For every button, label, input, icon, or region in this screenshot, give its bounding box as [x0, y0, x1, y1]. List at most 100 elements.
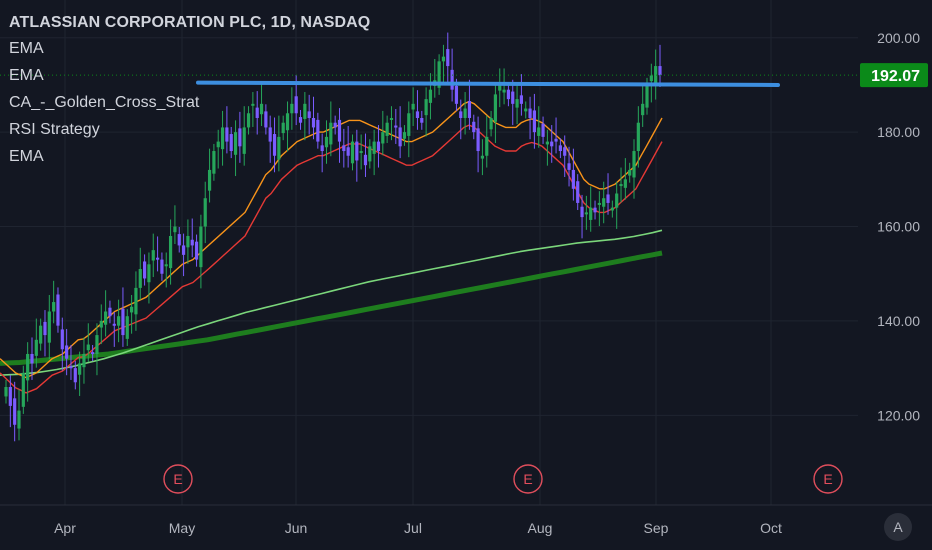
candle-body — [376, 141, 381, 152]
trendline[interactable] — [196, 80, 780, 87]
candle-body — [623, 179, 627, 188]
candle-body — [229, 134, 233, 152]
indicator-label[interactable]: EMA — [9, 67, 44, 84]
candle-body — [649, 75, 653, 82]
earnings-marker[interactable] — [813, 464, 843, 494]
candle-body — [420, 117, 424, 123]
candle-body — [233, 132, 238, 155]
candle-body — [168, 235, 173, 269]
indicator-label[interactable]: EMA — [9, 148, 44, 165]
candle-body — [567, 163, 571, 170]
candle-body — [242, 127, 246, 154]
time-tick-label: May — [169, 520, 195, 536]
candle-body — [259, 103, 264, 115]
candle-body — [658, 66, 662, 76]
earnings-label: E — [173, 471, 182, 487]
candle-body — [194, 241, 199, 260]
candle-body — [636, 122, 640, 152]
candle-body — [441, 56, 446, 62]
price-tick-label: 140.00 — [877, 313, 920, 329]
candle-body — [73, 368, 77, 383]
candle-body — [506, 89, 511, 100]
candle-body — [628, 169, 632, 176]
candle-body — [602, 198, 606, 207]
candle-body — [238, 128, 242, 147]
ema-slow-line — [0, 229, 663, 376]
candle-body — [125, 316, 129, 339]
candle-body — [117, 316, 121, 326]
ema-long-line — [0, 250, 663, 366]
candle-body — [298, 117, 303, 123]
price-tick-label: 180.00 — [877, 124, 920, 140]
price-tick-label: 200.00 — [877, 30, 920, 46]
earnings-marker[interactable] — [163, 464, 193, 494]
candle-body — [450, 69, 454, 90]
candle-body — [43, 321, 47, 336]
candle-body — [99, 320, 103, 328]
candle-body — [225, 127, 229, 142]
candle-body — [545, 141, 549, 145]
candle-body — [446, 49, 450, 67]
candle-body — [389, 117, 394, 120]
price-tick-label: 160.00 — [877, 219, 920, 235]
candle-body — [164, 264, 168, 267]
candle-body — [589, 207, 593, 220]
candle-body — [346, 147, 350, 156]
candle-body — [316, 119, 320, 142]
candle-body — [121, 308, 125, 336]
candle-body — [268, 127, 272, 142]
candle-body — [69, 366, 73, 369]
time-tick-label: Jun — [285, 520, 308, 536]
candle-body — [186, 235, 190, 248]
candle-body — [21, 372, 25, 407]
candle-body — [580, 206, 584, 218]
candle-body — [428, 89, 433, 103]
candle-body — [437, 61, 441, 88]
candle-body — [281, 122, 285, 134]
candle-body — [593, 207, 597, 213]
indicator-label[interactable]: EMA — [9, 40, 44, 57]
candle-body — [645, 84, 649, 108]
resistance-trendline[interactable] — [196, 80, 780, 87]
candle-body — [160, 259, 164, 274]
candle-body — [402, 132, 407, 139]
candle-body — [47, 311, 51, 343]
last-price-label: 192.07 — [871, 68, 920, 85]
candle-body — [576, 181, 580, 203]
candle-body — [558, 145, 562, 152]
candle-body — [372, 141, 376, 154]
candle-body — [398, 127, 402, 147]
last-price-badge[interactable] — [860, 63, 928, 88]
indicator-label[interactable]: CA_-_Golden_Cross_Strat — [9, 94, 200, 111]
indicator-label[interactable]: RSI Strategy — [9, 121, 100, 138]
candle-body — [615, 193, 619, 208]
auto-scale-button[interactable]: A — [884, 513, 912, 541]
candle-body — [424, 99, 428, 116]
candle-body — [285, 113, 290, 131]
candle-body — [476, 128, 480, 152]
time-tick-label: Apr — [54, 520, 76, 536]
candle-body — [337, 119, 342, 142]
candle-body — [78, 363, 82, 375]
candle-body — [277, 136, 281, 160]
candle-body — [104, 311, 108, 325]
candle-body — [290, 103, 294, 114]
candle-body — [294, 96, 298, 114]
candle-body — [255, 107, 259, 118]
time-tick-label: Jul — [404, 520, 422, 536]
earnings-marker[interactable] — [513, 464, 543, 494]
candle-body — [26, 353, 30, 381]
candle-body — [177, 234, 181, 246]
candle-body — [563, 147, 567, 156]
candle-body — [173, 226, 177, 233]
candle-body — [342, 145, 346, 152]
candle-body — [264, 111, 268, 128]
price-axis[interactable]: 200.00 180.00 160.00 140.00 120.00 192.07 — [0, 30, 928, 424]
candlestick-series — [4, 32, 662, 442]
time-axis[interactable]: Apr May Jun Jul Aug Sep Oct — [0, 504, 932, 536]
candle-body — [207, 169, 212, 191]
candle-body — [112, 323, 116, 326]
candle-body — [333, 122, 337, 128]
